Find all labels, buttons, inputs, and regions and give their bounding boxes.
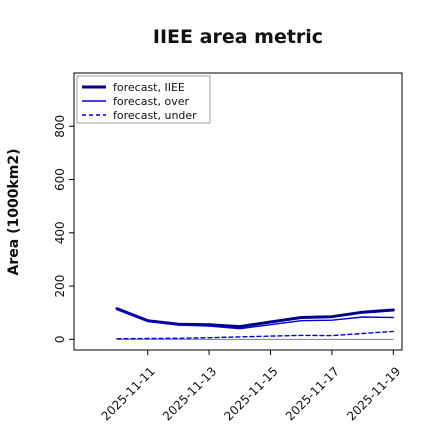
x-tick-label-2025-11-19: 2025-11-19 <box>344 364 403 423</box>
y-axis-label: Area (1000km2) <box>6 149 22 276</box>
y-tick-label-800: 800 <box>53 115 67 138</box>
x-tick-label-2025-11-17: 2025-11-17 <box>283 364 342 423</box>
legend-label-0: forecast, IIEE <box>113 81 185 94</box>
series-line-1 <box>116 308 394 330</box>
y-tick-label-200: 200 <box>53 275 67 298</box>
series-line-2 <box>116 330 394 340</box>
y-tick-label-400: 400 <box>53 221 67 244</box>
plot-frame <box>73 72 403 351</box>
y-tick-label-600: 600 <box>53 168 67 191</box>
y-tick-label-0: 0 <box>53 336 67 344</box>
x-tick-label-2025-11-15: 2025-11-15 <box>221 364 280 423</box>
chart-title: IIEE area metric <box>153 26 323 48</box>
legend-label-1: forecast, over <box>113 95 189 108</box>
x-tick-label-2025-11-13: 2025-11-13 <box>160 364 219 423</box>
x-tick-label-2025-11-11: 2025-11-11 <box>99 364 158 423</box>
legend-label-2: forecast, under <box>113 109 197 122</box>
